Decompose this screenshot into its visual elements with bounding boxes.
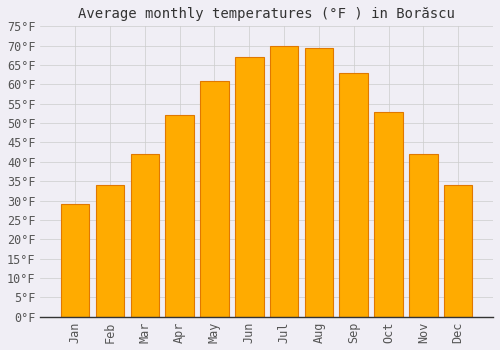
Bar — [374, 112, 403, 317]
Bar — [409, 154, 438, 317]
Bar — [444, 185, 472, 317]
Bar — [96, 185, 124, 317]
Bar — [61, 204, 90, 317]
Title: Average monthly temperatures (°F ) in Borăscu: Average monthly temperatures (°F ) in Bo… — [78, 7, 455, 21]
Bar — [166, 116, 194, 317]
Bar — [270, 46, 298, 317]
Bar — [235, 57, 264, 317]
Bar — [340, 73, 368, 317]
Bar — [130, 154, 159, 317]
Bar — [304, 48, 333, 317]
Bar — [200, 80, 228, 317]
